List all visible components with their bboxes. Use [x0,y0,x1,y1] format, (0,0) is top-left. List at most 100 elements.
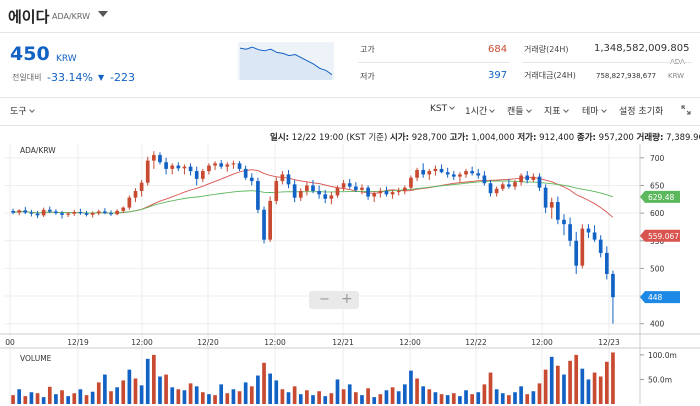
candle-body [445,172,450,175]
volume-bar [537,383,542,404]
fullscreen-icon[interactable] [681,105,691,115]
toolbar-border [0,97,700,98]
candle-body [366,187,370,197]
candle-body [494,188,499,194]
current-price: 450 [10,43,50,65]
candle-body [41,209,46,216]
theme-menu-label: 테마 [582,107,599,117]
candle-body [335,187,340,196]
price-chart[interactable]: 7006506005505004504000012/1912:0012/2012… [0,140,700,406]
candle-body [17,210,22,213]
tools-menu[interactable]: 도구 [10,104,35,117]
candle-body [549,202,554,208]
candle-body [90,213,95,215]
volume-bar [90,391,95,404]
volume-bar [152,354,156,404]
theme-menu[interactable]: 테마 [582,104,607,117]
volume-bar [549,356,554,404]
info-open-label: 시가: [389,133,410,143]
candle-body [360,187,364,190]
candle-body [531,176,536,180]
volume-bar [225,393,230,404]
timezone-menu[interactable]: KST [430,104,455,114]
candle-body [384,191,389,195]
volume-bar [323,396,328,404]
volume-bar [592,372,597,404]
volume-bars [11,352,615,404]
amount-24h-label: 거래대금(24H) [524,71,576,80]
chevron-down-icon [525,107,532,113]
header-divider [0,32,700,33]
info-low-value: 912,400 [539,133,575,143]
volume-bar [96,382,101,404]
coin-pair: ADA/KRW [52,12,91,21]
coin-title: 에이다 [8,8,50,26]
volume-bar [604,361,609,404]
candle-body [164,162,168,169]
volume-tick-label: 50.0m [648,375,672,384]
candle-body [513,182,517,187]
candles [11,151,615,324]
zoom-in-button[interactable]: + [341,291,353,307]
candle-body [11,210,15,213]
price-tag-shape [640,291,680,304]
volume-bar [507,395,511,404]
price-tag-label: 559.067 [648,232,679,241]
candle-body [439,168,444,173]
volume-bar [54,394,58,404]
volume-bar [458,396,462,404]
volume-bar [421,386,426,404]
candle-body [562,219,566,225]
volume-bar [372,397,377,404]
volume-bar [580,368,585,404]
candle-body [611,273,615,298]
volume-bar [66,396,70,404]
candle-body [543,187,548,208]
chevron-down-icon [489,107,496,113]
candle-body [66,213,70,215]
tools-menu-label: 도구 [10,107,27,117]
candle-body [451,174,456,177]
volume-bar [11,395,15,404]
volume-bar [384,390,389,404]
volume-bar [103,374,107,404]
candle-body [60,213,64,215]
volume-panel-label: VOLUME [20,354,52,363]
candle-body [262,209,266,240]
volume-bar [439,394,444,404]
candle-body [598,239,603,253]
interval-menu[interactable]: 1시간 [465,104,496,117]
candle-body [354,186,358,190]
volume-bar [292,386,297,404]
timezone-menu-label: KST [430,104,448,114]
volume-bar [311,395,315,404]
candle-body [176,165,181,169]
price-tag-shape [640,229,680,242]
volume-bar [41,397,46,404]
volume-bar [78,389,83,404]
mini-price-chart [238,42,334,80]
candle-body [237,163,242,169]
volume-bar [317,391,321,404]
reset-settings-button[interactable]: 설정 초기화 [619,107,664,117]
volume-bar [133,378,138,404]
volume-bar [145,358,150,404]
candle-menu-label: 캔들 [507,107,524,117]
indicator-menu[interactable]: 지표 [544,104,569,117]
candle-body [372,193,377,197]
candle-body [188,166,193,172]
y-tick-label: 650 [650,181,665,190]
candle-body [231,163,236,165]
candle-body [568,224,572,241]
candle-menu[interactable]: 캔들 [507,104,532,117]
chevron-down-icon [600,107,607,113]
candle-body [305,185,309,191]
volume-bar [341,389,346,404]
zoom-out-button[interactable]: − [319,292,330,307]
x-tick-label: 12/22 [465,338,487,347]
volume-bar [470,394,474,404]
volume-bar [402,384,407,404]
coin-dropdown-icon[interactable] [98,11,108,17]
candle-body [96,211,101,214]
x-tick-label: 12:00 [399,338,421,347]
